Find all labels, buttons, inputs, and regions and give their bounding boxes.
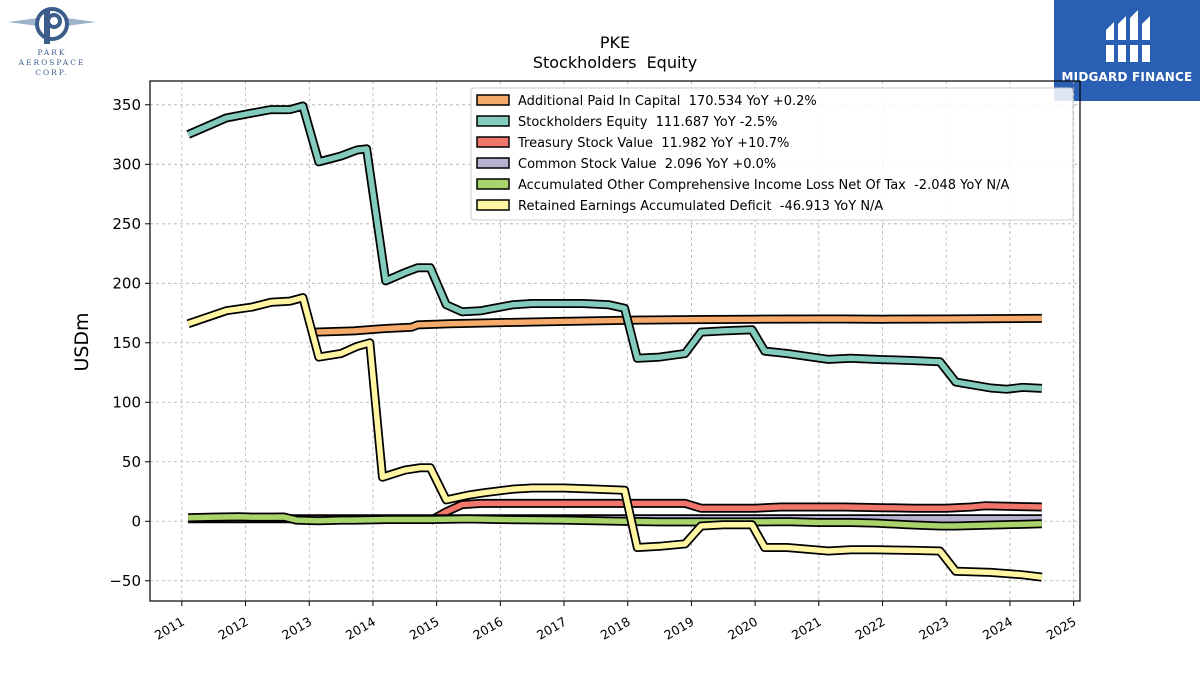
- legend-swatch-treasury: [476, 136, 510, 148]
- legend-swatch-common: [476, 157, 510, 169]
- legend-label-se: Stockholders Equity 111.687 YoY -2.5%: [518, 115, 778, 130]
- y-tick-label: 150: [112, 334, 141, 352]
- midgard-finance-logo: MIDGARD FINANCE: [1054, 0, 1200, 101]
- plot-frame: [149, 80, 1081, 602]
- y-tick-label: 250: [112, 215, 141, 233]
- y-axis-label: USDm: [71, 312, 93, 371]
- legend-swatch-apic: [476, 94, 510, 106]
- legend-label-common: Common Stock Value 2.096 YoY +0.0%: [518, 157, 776, 172]
- y-tick-label: 0: [131, 512, 141, 530]
- legend-box: [470, 87, 1074, 221]
- x-tick-label: 2023: [916, 614, 951, 643]
- series-line-aoci: [188, 514, 1042, 529]
- park-aerospace-logo: PARK AEROSPACE CORP.: [4, 4, 100, 77]
- x-tick-label: 2021: [789, 614, 824, 643]
- park-logo-line-1: PARK: [37, 48, 67, 57]
- legend-swatch-aoci: [476, 178, 510, 190]
- legend: Additional Paid In Capital 170.534 YoY +…: [470, 87, 1074, 221]
- series-line-apic: [315, 315, 1042, 335]
- x-tick-label: 2017: [534, 614, 569, 643]
- park-logo-line-3: CORP.: [35, 68, 69, 77]
- y-tick-label: 100: [112, 393, 141, 411]
- chart-title: PKE: [600, 33, 630, 52]
- y-tick-label: 200: [112, 274, 141, 292]
- series-line-se: [187, 103, 1042, 392]
- x-tick-label: 2015: [407, 614, 442, 643]
- series-line-re: [187, 294, 1043, 580]
- x-tick-label: 2020: [725, 614, 760, 643]
- x-tick-label: 2019: [661, 614, 696, 643]
- park-logo-mark-icon: [8, 7, 96, 44]
- x-tick-label: 2022: [853, 614, 888, 643]
- x-tick-label: 2012: [216, 614, 251, 643]
- x-tick-label: 2014: [343, 614, 378, 643]
- y-tick-label: −50: [109, 572, 141, 590]
- chart-subtitle: Stockholders Equity: [533, 53, 697, 72]
- legend-label-aoci: Accumulated Other Comprehensive Income L…: [518, 178, 1009, 193]
- x-tick-label: 2013: [279, 614, 314, 643]
- legend-label-apic: Additional Paid In Capital 170.534 YoY +…: [518, 94, 817, 109]
- series-line-treasury: [428, 500, 1042, 524]
- x-tick-label: 2018: [598, 614, 633, 643]
- legend-label-treasury: Treasury Stock Value 11.982 YoY +10.7%: [517, 136, 789, 151]
- legend-label-re: Retained Earnings Accumulated Deficit -4…: [518, 199, 883, 214]
- series-layer: [186, 101, 1043, 582]
- park-logo-line-2: AEROSPACE: [18, 58, 86, 67]
- y-tick-label: 300: [112, 155, 141, 173]
- legend-swatch-re: [476, 199, 510, 211]
- y-tick-label: 350: [112, 96, 141, 114]
- midgard-logo-text: MIDGARD FINANCE: [1061, 70, 1193, 84]
- x-tick-label: 2016: [470, 614, 505, 643]
- x-tick-label: 2025: [1044, 614, 1079, 643]
- y-tick-label: 50: [122, 453, 141, 471]
- legend-swatch-se: [476, 115, 510, 127]
- midgard-logo-mark-icon: [1104, 10, 1152, 62]
- x-tick-label: 2011: [152, 614, 187, 643]
- x-tick-label: 2024: [980, 614, 1015, 643]
